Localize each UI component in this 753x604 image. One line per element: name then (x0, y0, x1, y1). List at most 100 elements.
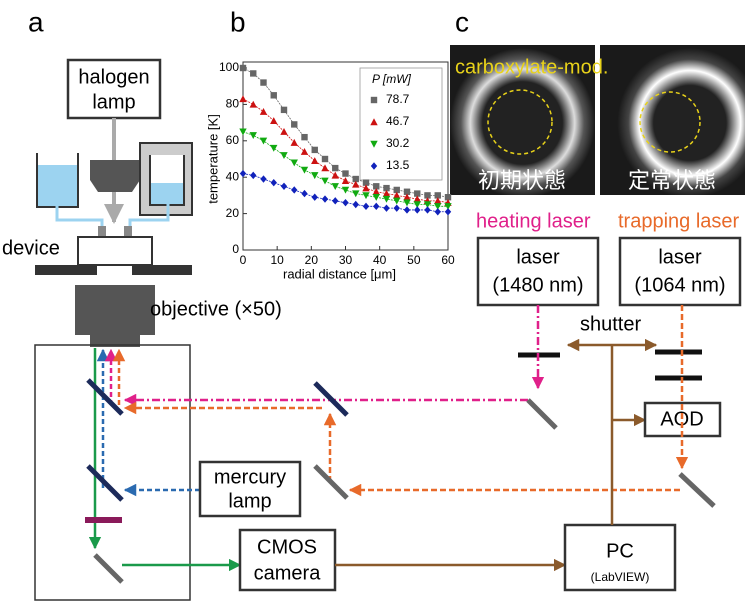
y-tick-label: 20 (226, 206, 240, 220)
label: CMOS (257, 536, 317, 558)
label: carboxylate-mod. (455, 56, 608, 78)
data-point (332, 197, 338, 204)
data-point (240, 65, 246, 71)
data-point (239, 95, 246, 102)
data-point (280, 152, 287, 159)
data-point (239, 129, 246, 136)
label: camera (254, 562, 322, 584)
label: (LabVIEW) (591, 570, 650, 584)
label: laser (516, 246, 560, 268)
x-tick-label: 20 (305, 253, 319, 267)
y-tick-label: 60 (226, 133, 240, 147)
panel-label: b (230, 6, 246, 37)
objective (75, 285, 155, 335)
mirror (88, 380, 122, 414)
x-tick-label: 30 (339, 253, 353, 267)
data-point (260, 175, 266, 182)
data-point (363, 203, 369, 210)
mirror (95, 555, 122, 582)
y-tick-label: 40 (226, 169, 240, 183)
label: shutter (580, 313, 641, 335)
x-axis-label: radial distance [μm] (283, 266, 396, 281)
data-point (291, 186, 297, 193)
y-tick-label: 100 (219, 60, 239, 74)
label: 定常状態 (628, 168, 716, 193)
label: lamp (228, 490, 271, 512)
microscope-box (35, 345, 190, 600)
label: device (2, 237, 60, 259)
data-point (301, 167, 308, 174)
stage (132, 265, 192, 275)
device (78, 237, 152, 265)
mirror (680, 474, 714, 506)
label: (1480 nm) (492, 274, 583, 296)
data-point (270, 145, 277, 152)
mirror (88, 466, 122, 500)
label: 初期状態 (478, 168, 566, 193)
panel-label: c (455, 6, 469, 37)
data-point (332, 172, 339, 179)
legend-title: P [mW] (372, 72, 412, 86)
data-point (373, 194, 380, 201)
data-point (250, 101, 257, 108)
data-point (342, 199, 348, 206)
data-point (383, 204, 389, 211)
x-tick-label: 60 (441, 253, 455, 267)
data-point (250, 70, 256, 76)
label: heating laser (476, 210, 591, 232)
panel-a: halogen lamp device objective (×50) (2, 60, 282, 600)
legend-label: 30.2 (386, 136, 410, 150)
y-tick-label: 80 (226, 97, 240, 111)
label: (1064 nm) (634, 274, 725, 296)
data-point (312, 194, 318, 201)
legend-marker (371, 97, 377, 103)
data-point (332, 165, 338, 171)
data-point (322, 195, 328, 202)
label: laser (658, 246, 702, 268)
data-point (271, 179, 277, 186)
data-point (435, 208, 441, 215)
data-point (260, 79, 266, 85)
panel-label: a (28, 6, 44, 37)
data-point (321, 164, 328, 171)
data-point (312, 147, 318, 153)
data-point (394, 204, 400, 211)
data-point (424, 206, 430, 213)
chart: radial distance [μm] temperature [K] P [… (205, 60, 455, 281)
condenser (90, 160, 140, 192)
data-point (301, 190, 307, 197)
data-point (260, 138, 267, 145)
data-point (281, 107, 287, 113)
data-point (260, 108, 267, 115)
data-point (291, 121, 297, 127)
stage (35, 265, 97, 275)
data-point (342, 177, 349, 184)
figure: a b c halogen lamp device objective (×50… (0, 0, 753, 604)
data-point (342, 170, 348, 176)
label: trapping laser (618, 210, 740, 232)
x-tick-label: 0 (240, 253, 247, 267)
data-point (352, 190, 359, 197)
label: halogen (78, 66, 149, 88)
label: PC (606, 540, 634, 562)
data-point (301, 134, 307, 140)
x-tick-label: 40 (373, 253, 387, 267)
data-point (281, 183, 287, 190)
label: objective (×50) (150, 298, 282, 320)
data-point (291, 159, 298, 166)
data-point (393, 198, 400, 205)
data-point (240, 170, 246, 177)
data-point (373, 203, 379, 210)
data-point (404, 206, 410, 213)
data-point (322, 156, 328, 162)
data-point (332, 183, 339, 190)
data-point (250, 132, 257, 139)
y-tick-label: 0 (232, 242, 239, 256)
data-point (414, 206, 420, 213)
data-point (321, 178, 328, 185)
mirror (528, 400, 556, 428)
data-point (445, 208, 451, 215)
legend-label: 46.7 (386, 114, 410, 128)
data-point (311, 172, 318, 179)
y-axis-label: temperature [K] (205, 114, 220, 204)
